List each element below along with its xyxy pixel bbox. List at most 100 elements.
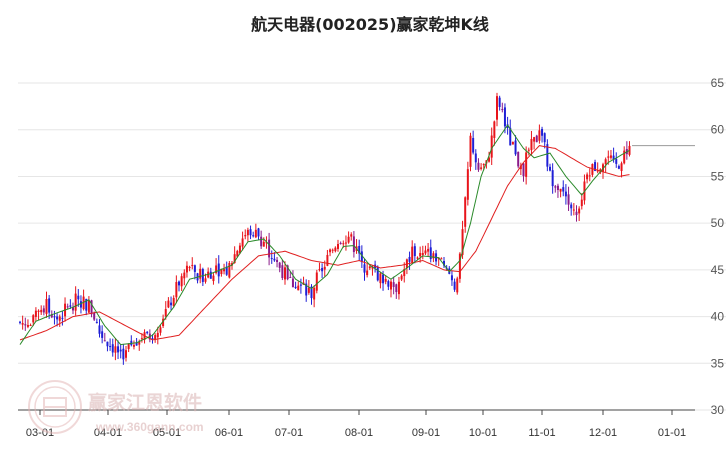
y-tick-label: 30 [711, 403, 725, 417]
x-tick-label: 12-01 [589, 427, 617, 439]
candle [527, 147, 530, 156]
candle [559, 188, 562, 198]
candle [623, 146, 626, 165]
candle [132, 340, 135, 350]
candle [509, 119, 512, 146]
candle [90, 299, 93, 318]
candle [119, 344, 122, 359]
candle [413, 243, 416, 264]
candle [514, 135, 517, 156]
candle [583, 174, 586, 205]
candle [180, 273, 183, 291]
candle [32, 314, 35, 327]
candle [61, 311, 64, 326]
candle [366, 263, 369, 278]
candle [310, 284, 313, 305]
candle [490, 127, 493, 166]
candle [188, 265, 191, 272]
candle [350, 232, 353, 241]
candle [339, 241, 342, 245]
candle [360, 245, 363, 269]
candle [34, 307, 37, 322]
candle [567, 186, 570, 211]
candle [554, 184, 557, 193]
candle [533, 136, 536, 150]
chart-title: 航天电器(002025)赢家乾坤K线 [251, 15, 489, 34]
y-axis-ticks: 30 35 40 45 50 55 60 65 [711, 76, 725, 417]
candle [172, 295, 175, 308]
candle [146, 331, 149, 335]
candle [358, 239, 361, 262]
candle [551, 163, 554, 194]
candle [114, 338, 117, 361]
candle [609, 149, 612, 160]
candle [591, 163, 594, 178]
candle [294, 281, 297, 289]
candle [135, 337, 138, 346]
x-tick-label: 06-01 [215, 427, 243, 439]
candle [53, 310, 56, 325]
candle [125, 345, 127, 362]
candle [270, 250, 273, 264]
x-tick-label: 09-01 [412, 427, 440, 439]
candle [347, 231, 350, 244]
candle [578, 206, 581, 222]
candle [299, 278, 302, 294]
y-tick-label: 35 [711, 356, 725, 370]
candle [289, 271, 292, 279]
candle [217, 255, 220, 284]
x-tick-label: 04-01 [94, 427, 122, 439]
candle [421, 245, 424, 260]
candle [220, 268, 223, 277]
candle [493, 120, 496, 146]
candle [276, 257, 279, 268]
candle [477, 158, 480, 172]
x-axis: 03-01 04-01 05-01 06-01 07-01 08-01 09-01 10-01… [18, 409, 695, 439]
candle [191, 257, 194, 270]
candle [352, 231, 355, 258]
candle [472, 130, 475, 155]
x-tick-label: 08-01 [345, 427, 373, 439]
candle [170, 296, 173, 311]
candle [66, 303, 69, 310]
candle [344, 235, 347, 251]
candle [334, 246, 337, 253]
candle [400, 274, 403, 282]
candle [225, 261, 228, 276]
candle [40, 305, 43, 316]
candle [586, 172, 589, 184]
candle [175, 275, 178, 304]
candle [440, 257, 443, 260]
candle [379, 271, 382, 289]
moving-average-lines [19, 124, 630, 346]
candle [82, 289, 85, 311]
candle [297, 281, 300, 291]
x-tick-label: 10-01 [469, 427, 497, 439]
candle [318, 262, 321, 272]
candle [238, 242, 241, 255]
candle [98, 319, 101, 338]
candle [469, 132, 472, 172]
candle [424, 245, 427, 255]
candle [575, 205, 578, 222]
candle [450, 270, 453, 286]
candle [79, 295, 82, 314]
candle [458, 252, 461, 283]
candle [549, 163, 551, 172]
candle [48, 295, 51, 319]
candle [305, 279, 308, 302]
candle [519, 162, 522, 175]
candle [69, 299, 72, 309]
candle [246, 227, 249, 242]
candle [321, 263, 324, 279]
candle [408, 251, 411, 270]
candle [612, 147, 615, 163]
candle [525, 146, 528, 185]
candle [615, 152, 618, 168]
candle [72, 302, 74, 315]
watermark-logo-icon [28, 380, 82, 434]
candle [488, 151, 491, 163]
candle [223, 263, 226, 275]
grid-lines [18, 82, 726, 411]
